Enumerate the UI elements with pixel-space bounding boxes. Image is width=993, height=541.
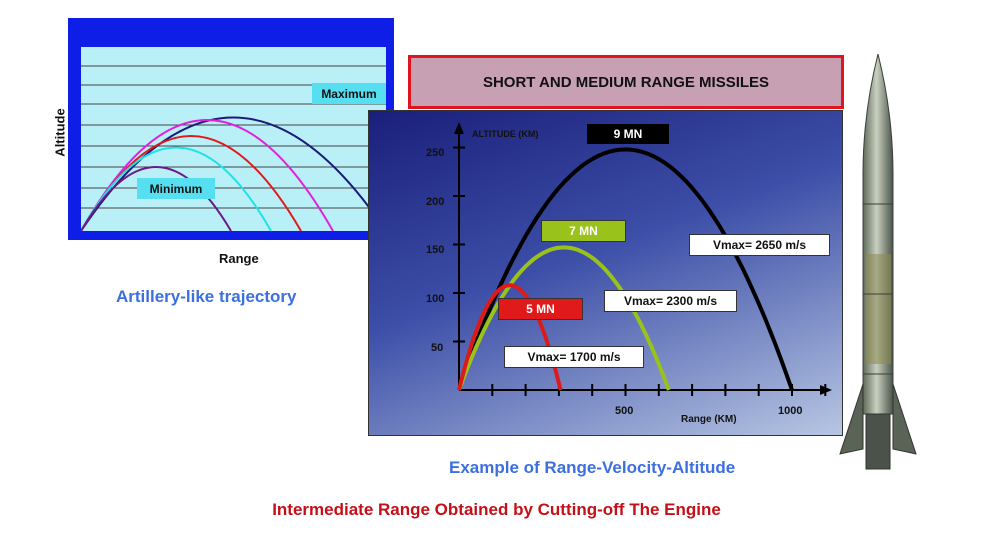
trajectory-cyan: [80, 146, 272, 232]
range-axis-label: Range: [219, 251, 259, 266]
y-tick-label: 50: [431, 342, 444, 354]
x-tick-label: 1000: [778, 405, 803, 417]
minimum-label: Minimum: [137, 178, 215, 199]
y-tick-label: 200: [426, 196, 445, 208]
footer-caption: Intermediate Range Obtained by Cutting-o…: [272, 500, 721, 519]
y-axis-arrow: [454, 122, 464, 134]
y-tick-label: 250: [426, 147, 445, 159]
artillery-caption: Artillery-like trajectory: [116, 287, 297, 306]
artillery-gridlines: [81, 65, 386, 209]
trajectory-5mn: [457, 283, 563, 391]
velocity-5mn: Vmax= 1700 m/s: [504, 346, 644, 368]
trajectory-9mn: [457, 147, 794, 391]
rva-caption: Example of Range-Velocity-Altitude: [449, 458, 736, 477]
trajectory-purple: [80, 166, 232, 232]
maximum-label: Maximum: [312, 83, 386, 104]
velocity-9mn: Vmax= 2650 m/s: [689, 234, 830, 256]
missile-illustration: [839, 54, 917, 470]
x-axis-title: Range (KM): [681, 414, 737, 425]
altitude-axis-label: Altitude: [52, 108, 68, 157]
x-tick-label: 500: [615, 405, 634, 417]
series-5mn-tag: 5 MN: [498, 298, 583, 320]
velocity-7mn: Vmax= 2300 m/s: [604, 290, 737, 312]
trajectory-navy: [80, 116, 387, 232]
trajectory-magenta: [80, 119, 334, 232]
missiles-title: SHORT AND MEDIUM RANGE MISSILES: [408, 55, 844, 109]
series-9mn-tag: 9 MN: [587, 124, 669, 144]
y-tick-label: 150: [426, 244, 445, 256]
artillery-trajectories: [80, 65, 387, 232]
y-tick-label: 100: [426, 293, 445, 305]
y-axis-title: ALTITUDE (KM): [472, 129, 539, 139]
series-7mn-tag: 7 MN: [541, 220, 626, 242]
missile-chart: [368, 110, 843, 436]
artillery-plot-area: [80, 47, 387, 232]
